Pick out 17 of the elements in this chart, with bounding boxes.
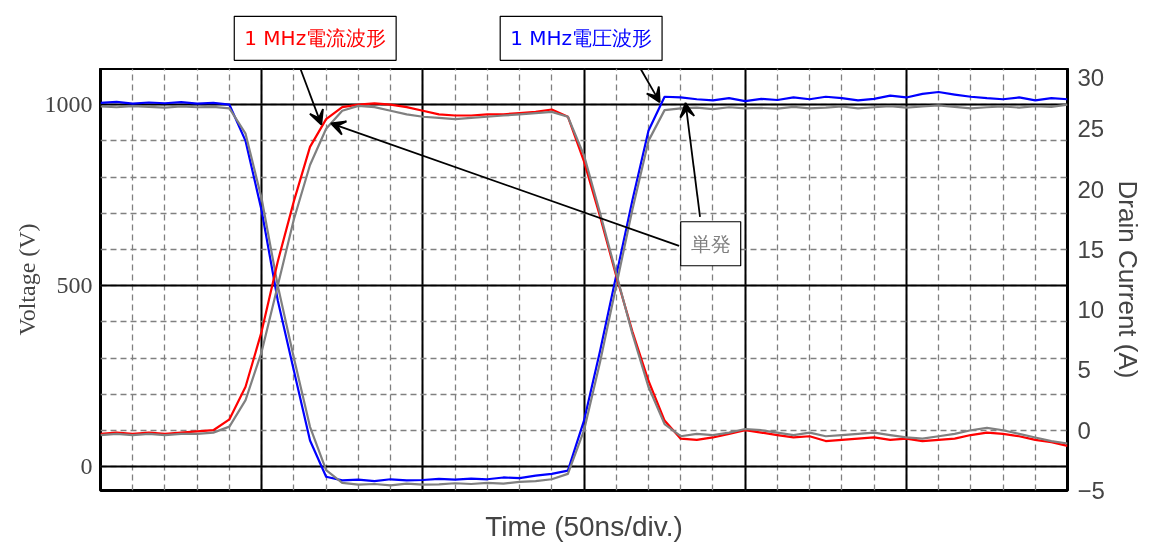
y2-tick-label: 10: [1077, 296, 1105, 324]
y-tick-label: 500: [56, 272, 93, 299]
y-axis-title: Voltage (V): [13, 223, 40, 336]
text: 1 MHz電圧波形: [510, 26, 653, 51]
y2-tick-label: −5: [1077, 477, 1105, 504]
text: 1 MHz電流波形: [244, 26, 387, 51]
y2-tick-label: 20: [1077, 175, 1105, 203]
y2-tick-label: 0: [1077, 416, 1091, 444]
y2-tick-label: 25: [1077, 115, 1105, 143]
y-tick-label: 1000: [44, 91, 93, 118]
y-tick-label: 0: [80, 453, 93, 480]
text: 単発: [690, 231, 731, 256]
x-axis-title: Time (50ns/div.): [485, 510, 683, 542]
y2-tick-label: 15: [1077, 235, 1105, 263]
y2-tick-label: 30: [1077, 63, 1105, 91]
y2-tick-label: 5: [1077, 356, 1091, 384]
y2-axis-title: Drain Current (A): [1112, 180, 1143, 379]
